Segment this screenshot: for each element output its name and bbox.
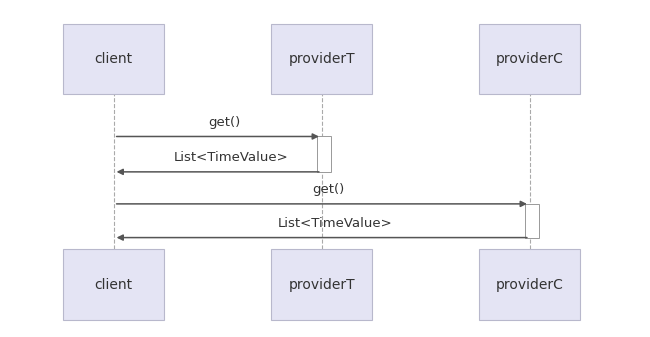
Bar — [272, 249, 372, 320]
Text: providerT: providerT — [289, 278, 355, 292]
Bar — [63, 24, 164, 94]
Text: providerT: providerT — [289, 52, 355, 66]
Bar — [525, 204, 539, 238]
Text: get(): get() — [312, 183, 344, 196]
Text: client: client — [95, 278, 133, 292]
Text: get(): get() — [208, 116, 240, 129]
Text: providerC: providerC — [496, 278, 564, 292]
Bar — [63, 249, 164, 320]
Text: List<TimeValue>: List<TimeValue> — [278, 217, 392, 230]
Bar — [479, 249, 580, 320]
Bar — [317, 136, 331, 172]
Text: client: client — [95, 52, 133, 66]
Text: List<TimeValue>: List<TimeValue> — [174, 151, 288, 164]
Text: providerC: providerC — [496, 52, 564, 66]
Bar — [272, 24, 372, 94]
Bar — [479, 24, 580, 94]
